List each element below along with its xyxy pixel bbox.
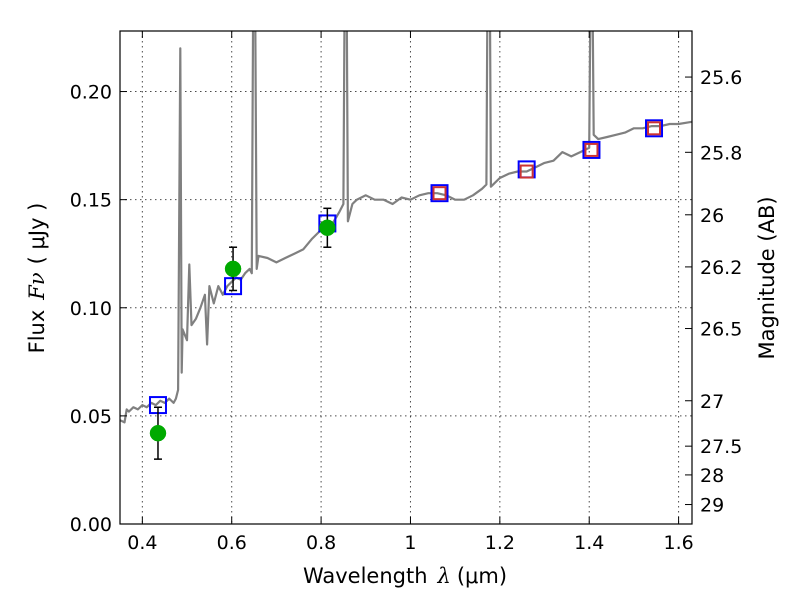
observed-circle-marker (319, 219, 336, 237)
y-tick-label: 0.20 (70, 82, 112, 104)
y-tick-label: 0.10 (70, 298, 112, 320)
y2-tick-label: 27 (700, 391, 724, 413)
observed-square-marker (432, 186, 447, 201)
x-tick-label: 0.4 (127, 532, 157, 554)
y2-tick-label: 25.6 (700, 67, 742, 89)
y2-tick-label: 27.5 (700, 436, 742, 458)
y-tick-label: 0.05 (70, 406, 112, 428)
plot-area (120, 31, 692, 460)
x-axis-label: Wavelength λ (μm) (303, 564, 507, 588)
tick-labels: 0.4 0.6 0.8 1 1.2 1.4 1.6 0.00 0.05 0.10 0.15 0.20 2… (70, 67, 743, 554)
y2-tick-label: 26.2 (700, 257, 742, 279)
observed-circle-marker (149, 424, 167, 442)
model-square-marker (645, 119, 664, 138)
y2-tick-label: 25.8 (700, 142, 742, 164)
observed-square-marker (584, 142, 599, 157)
model-square-marker (430, 184, 449, 203)
model-square-marker (582, 140, 601, 159)
y2-tick-label: 29 (700, 495, 724, 517)
x-tick-label: 1 (404, 532, 416, 554)
y2-tick-label: 26 (700, 205, 724, 227)
y2-tick-label: 28 (700, 465, 724, 487)
y2-tick-label: 26.5 (700, 319, 742, 341)
observed-square-marker (519, 164, 534, 179)
x-tick-label: 1.4 (574, 532, 604, 554)
y2-axis-label: Magnitude (AB) (755, 196, 779, 359)
observed-square-marker (647, 121, 662, 136)
y-tick-label: 0.15 (70, 190, 112, 212)
x-tick-label: 1.6 (663, 532, 693, 554)
x-tick-label: 0.6 (217, 532, 247, 554)
x-tick-label: 0.8 (306, 532, 336, 554)
plot-frame (119, 30, 693, 525)
y-axis-label: FluxFν( μJy ) (25, 203, 49, 354)
axis-ticks (120, 31, 692, 525)
y-tick-label: 0.00 (70, 514, 112, 536)
x-tick-label: 1.2 (485, 532, 515, 554)
observed-circle-marker (224, 260, 242, 278)
